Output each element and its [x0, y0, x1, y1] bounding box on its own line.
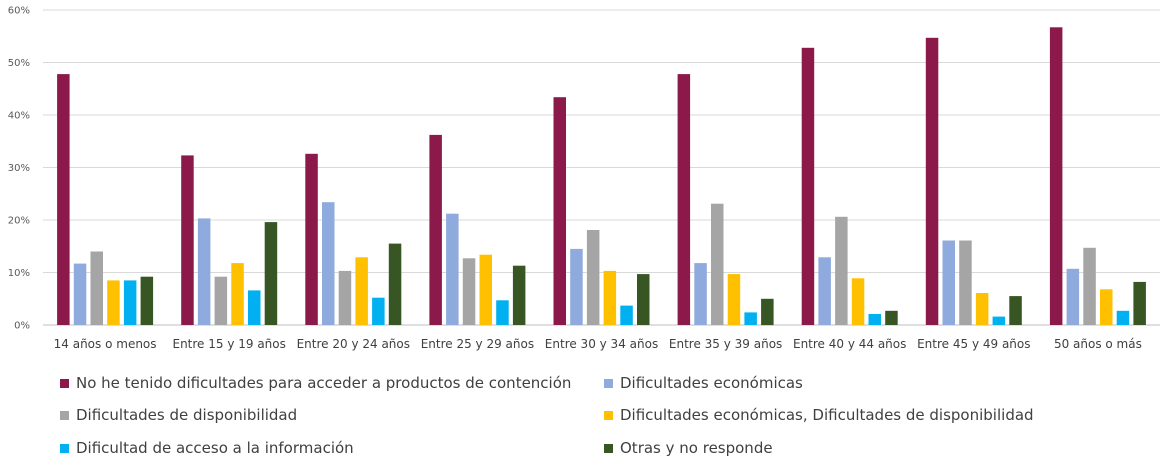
bar [107, 280, 120, 325]
bar [869, 314, 882, 325]
gridlines [43, 10, 1160, 325]
bar [835, 217, 848, 325]
legend-swatch [604, 444, 613, 453]
bar [74, 264, 87, 325]
legend: No he tenido dificultades para acceder a… [0, 366, 1161, 462]
bar [480, 255, 493, 325]
bar [570, 249, 583, 325]
x-category-label: Entre 30 y 34 años [545, 337, 658, 351]
bar [463, 258, 476, 325]
legend-swatch [60, 379, 69, 388]
bar [372, 298, 385, 325]
bar [91, 252, 104, 326]
legend-item-acceso-informacion: Dificultad de acceso a la información [60, 439, 354, 457]
bar [1050, 27, 1063, 325]
y-tick-label: 60% [8, 6, 30, 17]
legend-item-no-dificultades: No he tenido dificultades para acceder a… [60, 374, 571, 392]
bar [885, 311, 898, 325]
bar [513, 266, 526, 325]
legend-swatch [60, 411, 69, 420]
bar [744, 312, 757, 325]
bar [124, 280, 136, 325]
legend-label: Dificultad de acceso a la información [76, 439, 354, 457]
legend-item-otras: Otras y no responde [604, 439, 773, 457]
bar [926, 38, 939, 325]
x-category-label: Entre 40 y 44 años [793, 337, 906, 351]
y-axis-ticks: 0% 10% 20% 30% 40% 50% 60% [8, 6, 30, 332]
bar [305, 154, 318, 325]
legend-swatch [604, 379, 613, 388]
y-tick-label: 10% [8, 268, 30, 279]
bar [1100, 289, 1113, 325]
bar [554, 97, 567, 325]
bars [57, 27, 1146, 325]
bar [215, 277, 228, 325]
bar [355, 257, 368, 325]
bar [678, 74, 691, 325]
bar [389, 244, 402, 325]
bar [1067, 269, 1080, 325]
y-tick-label: 20% [8, 216, 30, 227]
bar [496, 300, 509, 325]
bar [620, 306, 633, 325]
legend-label: Otras y no responde [620, 439, 773, 457]
bar [248, 290, 261, 325]
bar [265, 222, 278, 325]
bar [57, 74, 70, 325]
legend-item-dificultades-disponibilidad: Dificultades de disponibilidad [60, 406, 297, 424]
bar [1083, 248, 1096, 325]
bar [429, 135, 442, 325]
y-tick-label: 40% [8, 111, 30, 122]
bar [339, 271, 352, 325]
x-category-label: Entre 20 y 24 años [297, 337, 410, 351]
legend-label: No he tenido dificultades para acceder a… [76, 374, 571, 392]
bar [604, 271, 617, 325]
legend-swatch [604, 411, 613, 420]
bar [761, 299, 774, 325]
x-category-label: Entre 15 y 19 años [172, 337, 285, 351]
legend-item-dificultades-economicas: Dificultades económicas [604, 374, 803, 392]
x-axis-categories: 14 años o menos Entre 15 y 19 años Entre 2… [54, 337, 1142, 351]
legend-item-economicas-disponibilidad: Dificultades económicas, Dificultades de… [604, 406, 1034, 424]
bar [1133, 282, 1146, 325]
bar [802, 48, 815, 325]
bar [728, 274, 741, 325]
y-tick-label: 50% [8, 58, 30, 69]
bar [181, 155, 194, 325]
bar [322, 202, 335, 325]
bar [976, 293, 989, 325]
bar [694, 263, 707, 325]
bar [959, 241, 972, 326]
bar [587, 230, 600, 325]
bar-chart: 0% 10% 20% 30% 40% 50% 60% 14 años o menos Entr… [0, 0, 1161, 366]
y-tick-label: 30% [8, 163, 30, 174]
bar [198, 218, 211, 325]
bar [1009, 296, 1022, 325]
bar [231, 263, 244, 325]
bar [852, 278, 865, 325]
bar [637, 274, 650, 325]
x-category-label: Entre 35 y 39 años [669, 337, 782, 351]
legend-swatch [60, 444, 69, 453]
x-category-label: 14 años o menos [54, 337, 157, 351]
legend-label: Dificultades económicas [620, 374, 803, 392]
x-category-label: Entre 25 y 29 años [421, 337, 534, 351]
bar [141, 277, 154, 325]
bar [993, 317, 1006, 325]
legend-label: Dificultades de disponibilidad [76, 406, 297, 424]
bar [446, 214, 459, 325]
bar [818, 257, 831, 325]
y-tick-label: 0% [14, 321, 30, 332]
bar [1117, 311, 1130, 325]
bar [943, 241, 956, 326]
x-category-label: 50 años o más [1054, 337, 1142, 351]
bar [711, 204, 724, 325]
x-category-label: Entre 45 y 49 años [917, 337, 1030, 351]
legend-label: Dificultades económicas, Dificultades de… [620, 406, 1034, 424]
